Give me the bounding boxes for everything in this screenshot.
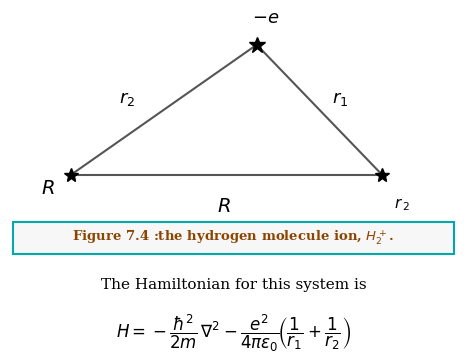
Text: $r_2$: $r_2$ [119, 90, 135, 108]
Text: $r_1$: $r_1$ [332, 90, 348, 108]
Text: Figure 7.4 :the hydrogen molecule ion, $H_2^+$.: Figure 7.4 :the hydrogen molecule ion, $… [72, 229, 395, 248]
Text: $r_{\,2}$: $r_{\,2}$ [394, 197, 410, 213]
FancyBboxPatch shape [13, 222, 454, 254]
Text: $H = -\dfrac{\hbar^2}{2m}\,\nabla^2 - \dfrac{e^2}{4\pi\varepsilon_0}\!\left(\dfr: $H = -\dfrac{\hbar^2}{2m}\,\nabla^2 - \d… [116, 313, 351, 355]
Text: $-e$: $-e$ [252, 9, 280, 27]
Text: $R$: $R$ [41, 180, 55, 198]
Text: $R$: $R$ [217, 198, 231, 216]
Text: The Hamiltonian for this system is: The Hamiltonian for this system is [101, 278, 366, 292]
